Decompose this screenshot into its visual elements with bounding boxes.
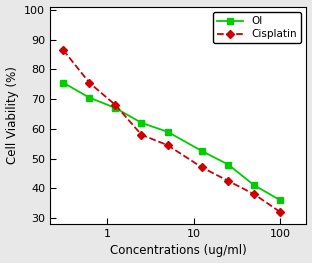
OI [166, 130, 169, 133]
OI [139, 121, 143, 124]
X-axis label: Concentrations (ug/ml): Concentrations (ug/ml) [110, 244, 246, 257]
OI [279, 199, 282, 202]
OI [200, 150, 204, 153]
Cisplatin [139, 133, 143, 136]
Cisplatin [87, 81, 91, 84]
Line: Cisplatin: Cisplatin [60, 47, 284, 215]
OI [114, 107, 117, 110]
Cisplatin [61, 48, 65, 52]
OI [226, 163, 230, 166]
Line: OI: OI [60, 79, 284, 203]
OI [61, 81, 65, 84]
Cisplatin [166, 144, 169, 147]
Cisplatin [114, 103, 117, 107]
OI [252, 184, 256, 187]
Cisplatin [226, 179, 230, 183]
OI [87, 96, 91, 99]
Legend: OI, Cisplatin: OI, Cisplatin [213, 12, 301, 43]
Cisplatin [279, 211, 282, 214]
Cisplatin [200, 166, 204, 169]
Cisplatin [252, 193, 256, 196]
Y-axis label: Cell Viability (%): Cell Viability (%) [6, 67, 18, 164]
